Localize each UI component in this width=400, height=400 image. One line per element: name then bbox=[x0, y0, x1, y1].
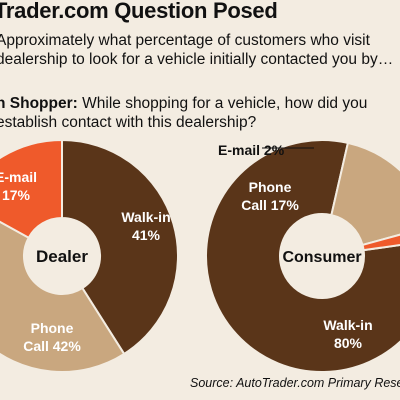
dealer-question-line-1: Approximately what percentage of custome… bbox=[0, 32, 370, 49]
dealer-question: Approximately what percentage of custome… bbox=[0, 31, 393, 69]
shopper-question-line-2: establish contact with this dealership? bbox=[0, 114, 257, 131]
source-note: Source: AutoTrader.com Primary Rese bbox=[190, 376, 400, 390]
dealer-question-line-2: dealership to look for a vehicle initial… bbox=[0, 51, 394, 68]
dealer-slice-label-phone-call: Phone Call 42% bbox=[23, 320, 81, 354]
consumer-donut: Consumer Walk-in 80% Phone Call 17% E-mail 2% bbox=[205, 139, 400, 373]
shopper-question-line-1: n Shopper: While shopping for a vehicle,… bbox=[0, 94, 367, 113]
shopper-question-label: n Shopper: bbox=[0, 95, 78, 112]
consumer-center-label: Consumer bbox=[282, 249, 361, 266]
dealer-center-label: Dealer bbox=[36, 247, 88, 266]
consumer-slice-label-phone-call: Phone Call 17% bbox=[241, 179, 299, 213]
consumer-slice-label-walk-in: Walk-in 80% bbox=[323, 317, 372, 351]
shopper-question: n Shopper: While shopping for a vehicle,… bbox=[0, 94, 367, 132]
dealer-slice-label-walk-in: Walk-in 41% bbox=[121, 209, 170, 243]
consumer-donut-hole bbox=[280, 214, 364, 298]
chart-title: Trader.com Question Posed bbox=[0, 0, 278, 23]
dealer-donut-hole bbox=[24, 218, 100, 294]
shopper-question-text-1: While shopping for a vehicle, how did yo… bbox=[82, 95, 368, 112]
consumer-slice-label-e-mail: E-mail 2% bbox=[218, 142, 285, 158]
